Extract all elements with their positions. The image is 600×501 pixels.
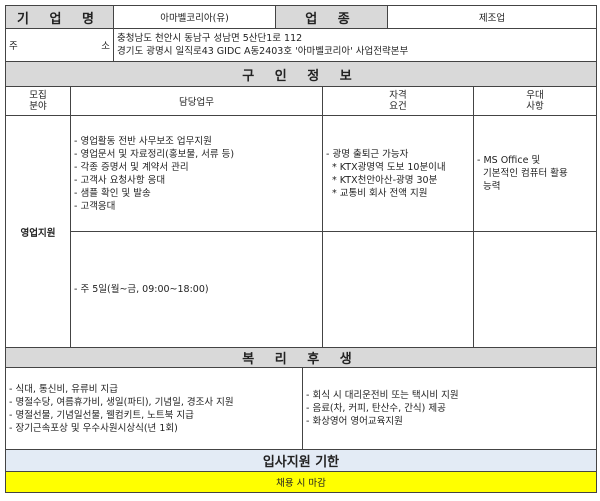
requirement-item: * KTX광명역 도보 10분이내 <box>326 161 446 173</box>
requirement-item: * 교통비 회사 전액 지원 <box>326 187 428 199</box>
benefits-right: - 회식 시 대리운전비 또는 택시비 지원 - 음료(차, 커피, 탄산수, … <box>302 367 597 450</box>
header-text: 자격 <box>389 90 407 101</box>
benefits-left: - 식대, 통신비, 유류비 지급 - 명절수당, 여름휴가비, 생일(파티),… <box>5 367 303 450</box>
work-hours: - 주 5일(월~금, 09:00~18:00) <box>70 231 323 348</box>
job-field: 영업지원 <box>5 115 71 348</box>
benefit-item: - 회식 시 대리운전비 또는 택시비 지원 <box>306 390 459 401</box>
industry: 제조업 <box>387 5 597 29</box>
address: 충청남도 천안시 동남구 성남면 5산단1로 112 경기도 광명시 일직로43… <box>113 28 597 62</box>
preferred-list: - MS Office 및 기본적인 컴퓨터 활용 능력 <box>473 115 597 232</box>
header-text: 모집 <box>29 90 47 101</box>
header-text: 분야 <box>29 101 47 112</box>
address-label: 주 소 <box>5 28 114 62</box>
benefit-item: - 장기근속포상 및 우수사원시상식(년 1회) <box>9 422 178 434</box>
header-requirements: 자격 요건 <box>322 86 474 116</box>
deadline-title: 입사지원 기한 <box>5 449 597 472</box>
company-name: 아마벨코리아(유) <box>113 5 276 29</box>
requirements-list: - 광명 출퇴근 가능자 * KTX광명역 도보 10분이내 * KTX천안아산… <box>322 115 474 232</box>
benefit-item: - 명절수당, 여름휴가비, 생일(파티), 기념일, 경조사 지원 <box>9 396 234 408</box>
header-preferred: 우대 사항 <box>473 86 597 116</box>
duty-item: - 고객사 요청사항 응대 <box>74 174 166 186</box>
company-name-label: 기 업 명 <box>5 5 114 29</box>
address-line: 충청남도 천안시 동남구 성남면 5산단1로 112 <box>117 33 303 44</box>
requirement-item: - 광명 출퇴근 가능자 <box>326 148 409 160</box>
preferred-item: 능력 <box>477 181 501 192</box>
duty-item: - 각종 증명서 및 계약서 관리 <box>74 161 189 173</box>
benefit-item: - 음료(차, 커피, 탄산수, 간식) 제공 <box>306 403 446 414</box>
benefit-item: - 명절선물, 기념일선물, 웰컴키트, 노트북 지급 <box>9 409 194 421</box>
address-label-left: 주 <box>9 41 18 52</box>
address-line: 경기도 광명시 일직로43 GIDC A동2403호 '아마벨코리아' 사업전략… <box>117 46 409 57</box>
header-text: 우대 <box>526 90 544 101</box>
requirement-item: * KTX천안아산-광명 30분 <box>326 174 438 186</box>
duty-item: - 영업활동 전반 사무보조 업무지원 <box>74 135 212 147</box>
benefits-title: 복 리 후 생 <box>5 347 597 368</box>
header-field: 모집 분야 <box>5 86 71 116</box>
job-info-title: 구 인 정 보 <box>5 61 597 87</box>
industry-label: 업 종 <box>275 5 388 29</box>
duty-item: - 고객응대 <box>74 200 116 212</box>
empty-cell <box>473 231 597 348</box>
duty-item: - 샘플 확인 및 발송 <box>74 187 151 199</box>
header-text: 요건 <box>389 101 407 112</box>
preferred-item: 기본적인 컴퓨터 활용 <box>477 168 568 179</box>
deadline-value: 채용 시 마감 <box>5 471 597 493</box>
empty-cell <box>322 231 474 348</box>
preferred-item: - MS Office 및 <box>477 155 541 166</box>
benefit-item: - 화상영어 영어교육지원 <box>306 416 403 427</box>
benefit-item: - 식대, 통신비, 유류비 지급 <box>9 383 118 395</box>
duties-list: - 영업활동 전반 사무보조 업무지원 - 영업문서 및 자료정리(홍보물, 서… <box>70 115 323 232</box>
header-text: 사항 <box>526 101 544 112</box>
duty-item: - 영업문서 및 자료정리(홍보물, 서류 등) <box>74 148 235 160</box>
address-label-right: 소 <box>101 41 110 52</box>
header-duties: 담당업무 <box>70 86 323 116</box>
